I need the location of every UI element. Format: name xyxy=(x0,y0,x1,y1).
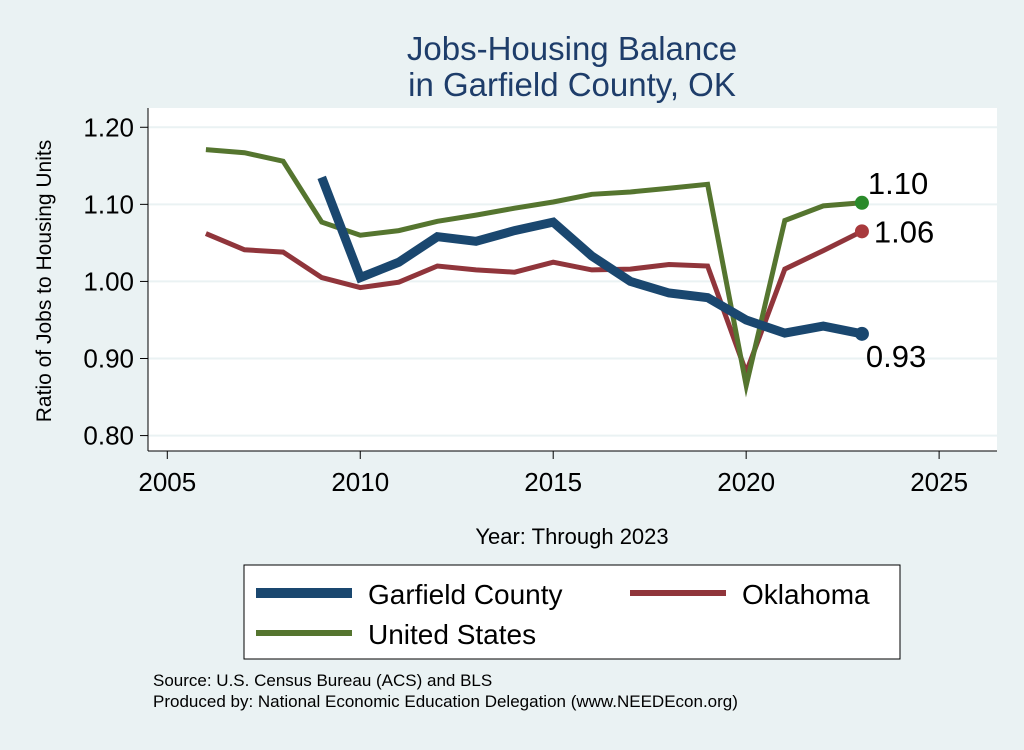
grid-lines xyxy=(148,126,997,437)
x-tick-label: 2025 xyxy=(910,467,968,497)
y-axis-ticks: 0.80 0.90 1.00 1.10 1.20 xyxy=(83,112,148,451)
end-markers: 1.10 1.06 0.93 xyxy=(854,166,934,374)
series-line-garfield-county xyxy=(317,175,863,339)
end-label-oklahoma: 1.06 xyxy=(874,214,934,249)
series-line-united-states xyxy=(205,147,863,398)
x-axis-ticks: 2005 2010 2015 2020 2025 xyxy=(138,451,968,497)
producer-note: Produced by: National Economic Education… xyxy=(153,692,738,711)
end-label-united-states: 1.10 xyxy=(868,166,928,201)
legend-label-garfield: Garfield County xyxy=(368,579,563,610)
x-axis-title: Year: Through 2023 xyxy=(475,524,668,549)
y-axis-title: Ratio of Jobs to Housing Units xyxy=(33,140,56,422)
source-note: Source: U.S. Census Bureau (ACS) and BLS xyxy=(153,671,492,690)
legend-box xyxy=(243,564,901,660)
end-marker-garfield-county xyxy=(854,326,869,341)
legend-label-oklahoma: Oklahoma xyxy=(742,579,870,610)
y-tick-label: 0.90 xyxy=(83,344,134,374)
plot-area xyxy=(148,108,997,451)
y-tick-label: 1.10 xyxy=(83,189,134,219)
x-tick-label: 2005 xyxy=(138,467,196,497)
end-label-garfield-county: 0.93 xyxy=(866,339,926,374)
x-tick-label: 2020 xyxy=(717,467,775,497)
x-tick-label: 2015 xyxy=(524,467,582,497)
end-marker-oklahoma xyxy=(854,224,869,239)
chart-title-line-2: in Garfield County, OK xyxy=(408,66,736,103)
y-tick-label: 1.20 xyxy=(83,112,134,142)
y-tick-label: 0.80 xyxy=(83,421,134,451)
legend-label-united-states: United States xyxy=(368,619,536,650)
y-tick-label: 1.00 xyxy=(83,266,134,296)
end-marker-united-states xyxy=(854,195,869,210)
chart-title-line-1: Jobs-Housing Balance xyxy=(407,30,737,67)
x-tick-label: 2010 xyxy=(331,467,389,497)
series-lines xyxy=(204,147,864,398)
